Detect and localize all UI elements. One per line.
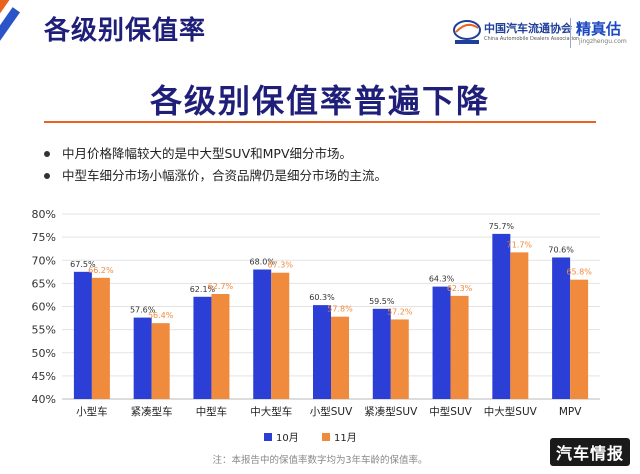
org-name-cn: 中国汽车流通协会 xyxy=(484,22,572,35)
data-label: 64.3% xyxy=(429,275,455,284)
title-underline xyxy=(44,121,596,123)
bar-oct xyxy=(253,269,272,399)
bar-oct xyxy=(73,271,92,399)
logo-divider xyxy=(570,18,571,48)
x-tick-label: MPV xyxy=(559,406,582,418)
bar-oct xyxy=(133,317,152,399)
x-tick-label: 中型SUV xyxy=(429,405,472,418)
cada-logo-icon xyxy=(453,20,481,44)
data-label: 75.7% xyxy=(489,222,515,231)
bar-nov xyxy=(211,294,230,399)
data-label: 62.7% xyxy=(208,282,234,291)
y-tick-label: 55% xyxy=(32,324,56,337)
legend-swatch xyxy=(264,433,272,441)
bar-oct xyxy=(432,286,451,399)
bar-nov xyxy=(271,272,290,399)
data-label: 67.5% xyxy=(70,260,96,269)
bar-nov xyxy=(570,279,589,399)
data-label: 57.6% xyxy=(130,306,156,315)
data-label: 57.2% xyxy=(387,307,413,316)
brand-url: jingzhengu.com xyxy=(579,38,627,45)
bar-nov xyxy=(510,252,529,399)
legend-label: 11月 xyxy=(334,432,357,444)
bullet-list: 中月价格降幅较大的是中大型SUV和MPV细分市场。 中型车细分市场小幅涨价，合资… xyxy=(40,143,387,187)
data-label: 66.2% xyxy=(88,266,114,275)
bar-oct xyxy=(193,296,212,399)
data-label: 60.3% xyxy=(309,293,335,302)
data-label: 57.8% xyxy=(327,305,353,314)
y-tick-label: 70% xyxy=(32,254,56,267)
x-tick-label: 中大型SUV xyxy=(484,405,538,418)
watermark-badge: 汽车情报 xyxy=(549,438,630,466)
y-tick-label: 65% xyxy=(32,277,56,290)
bar-nov xyxy=(151,323,170,399)
bullet-item: 中型车细分市场小幅涨价，合资品牌仍是细分市场的主流。 xyxy=(40,165,387,187)
x-tick-label: 中大型车 xyxy=(250,405,292,418)
data-label: 62.3% xyxy=(447,284,473,293)
y-tick-label: 50% xyxy=(32,347,56,360)
bar-oct xyxy=(492,233,511,399)
data-label: 71.7% xyxy=(507,240,533,249)
y-tick-label: 75% xyxy=(32,231,56,244)
bar-nov xyxy=(390,319,409,399)
bar-oct xyxy=(313,305,331,399)
bar-oct xyxy=(372,308,391,399)
slide-title: 各级别保值率普遍下降 xyxy=(149,82,490,120)
y-tick-label: 80% xyxy=(32,208,56,221)
x-tick-label: 紧凑型车 xyxy=(131,405,173,418)
org-name-en: China Automobile Dealers Association xyxy=(484,36,580,42)
x-tick-label: 小型SUV xyxy=(310,405,353,418)
legend-swatch xyxy=(322,433,330,441)
data-label: 70.6% xyxy=(548,245,574,254)
bullet-item: 中月价格降幅较大的是中大型SUV和MPV细分市场。 xyxy=(40,143,387,165)
data-label: 62.1% xyxy=(190,285,216,294)
brand-name-cn: 精真估 xyxy=(576,20,622,38)
data-label: 59.5% xyxy=(369,297,395,306)
y-tick-label: 45% xyxy=(32,370,56,383)
legend-label: 10月 xyxy=(276,432,299,444)
bar-nov xyxy=(331,316,349,399)
logo-block: 中国汽车流通协会 China Automobile Dealers Associ… xyxy=(452,16,634,50)
data-label: 67.3% xyxy=(268,261,294,270)
y-tick-label: 40% xyxy=(32,393,56,406)
bar-oct xyxy=(552,257,571,399)
data-label: 68.0% xyxy=(250,258,276,267)
x-tick-label: 中型车 xyxy=(196,405,228,418)
data-label: 56.4% xyxy=(148,311,174,320)
x-tick-label: 紧凑型SUV xyxy=(364,405,418,418)
data-label: 65.8% xyxy=(566,268,592,277)
y-tick-label: 60% xyxy=(32,301,56,314)
footnote: 注：本报告中的保值率数字均为3年车龄的保值率。 xyxy=(212,455,428,466)
bar-nov xyxy=(450,295,469,399)
bar-nov xyxy=(91,277,110,399)
x-tick-label: 小型车 xyxy=(76,405,108,418)
header-title: 各级别保值率 xyxy=(44,16,207,46)
